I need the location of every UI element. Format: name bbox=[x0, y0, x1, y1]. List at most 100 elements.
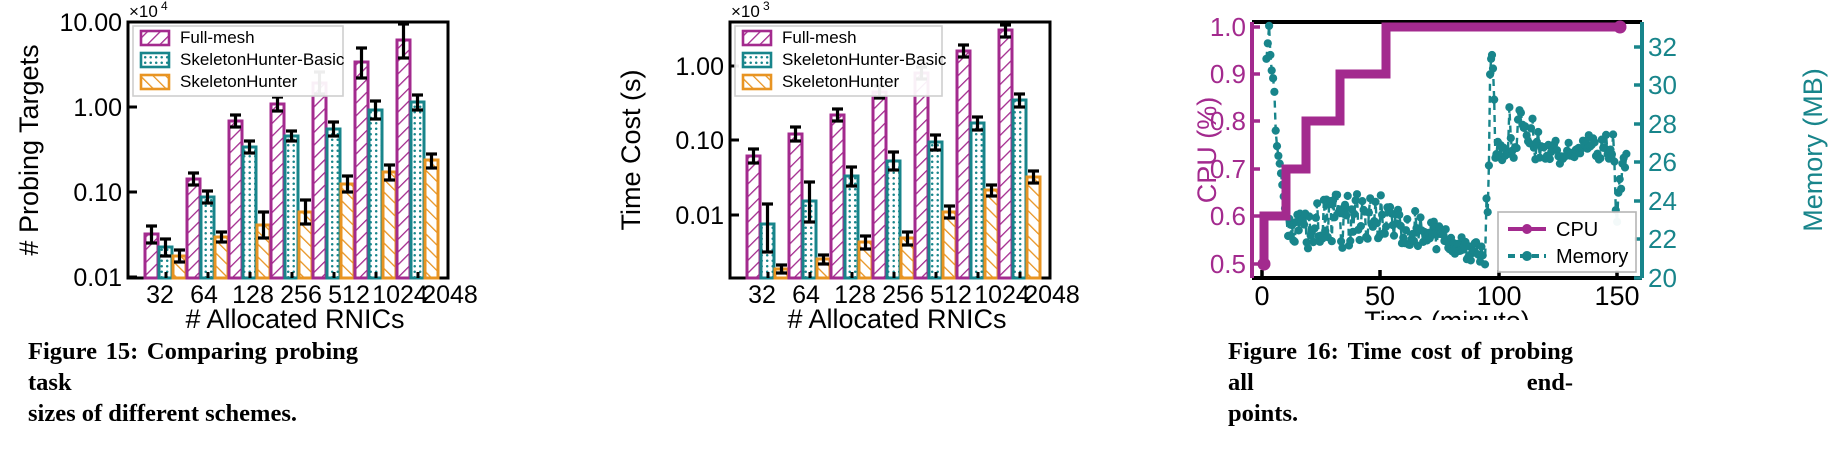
bar-full-mesh bbox=[829, 113, 846, 280]
y-tick-labels-16: 1.00 0.10 0.01 bbox=[675, 53, 724, 230]
figure-17-panel: 1.0 0.9 0.8 0.7 0.6 0.5 CPU (%) 32 30 bbox=[1190, 0, 1830, 476]
y-tick-label-left: 0.7 bbox=[1210, 154, 1246, 184]
y-tick-label-left: 0.5 bbox=[1210, 249, 1246, 279]
x-tick-label: 150 bbox=[1594, 281, 1639, 311]
legend-item-skeletonhunter[interactable]: SkeletonHunter bbox=[741, 72, 900, 91]
y-tick-label-right: 28 bbox=[1648, 109, 1677, 139]
legend-item-skeletonhunter-basic[interactable]: SkeletonHunter-Basic bbox=[139, 50, 345, 69]
bar-full-mesh bbox=[269, 102, 286, 280]
x-ticks-15 bbox=[164, 272, 420, 278]
figure-15-panel: 10.00 1.00 0.10 0.01 ×10 4 # Probing Tar… bbox=[0, 0, 600, 476]
x-tick-label: 256 bbox=[280, 281, 322, 309]
cpu-markers-17 bbox=[1257, 20, 1627, 271]
x-axis-title-17: Time (minute) bbox=[1364, 306, 1530, 320]
x-tick-label: 1024 bbox=[974, 281, 1030, 309]
bar-skeletonhunter-basic bbox=[969, 121, 986, 280]
x-tick-label: 128 bbox=[232, 281, 274, 309]
figure-16-panel: 1.00 0.10 0.01 ×10 3 Time Cost (s) bbox=[600, 0, 1573, 476]
bar-full-mesh bbox=[955, 49, 972, 280]
legend-15[interactable]: Full-mesh SkeletonHunter-Basic SkeletonH… bbox=[132, 25, 345, 97]
bar-full-mesh bbox=[227, 119, 244, 280]
legend-label: SkeletonHunter bbox=[782, 72, 900, 91]
y-tick-label: 0.10 bbox=[675, 127, 724, 155]
figure-16-caption: Figure 16: Time cost of probing all end-… bbox=[1228, 336, 1573, 429]
y-exponent-sup: 4 bbox=[161, 0, 168, 13]
bar-full-mesh bbox=[185, 177, 202, 280]
x-tick-labels-17: 0 50 100 150 bbox=[1254, 281, 1639, 311]
y-tick-label-left: 0.9 bbox=[1210, 59, 1246, 89]
error-bars-15 bbox=[146, 22, 437, 264]
figure-15-caption: Figure 15: Comparing probing task sizes … bbox=[28, 336, 358, 429]
x-tick-labels-15: 32 64 128 256 512 1024 2048 bbox=[146, 281, 478, 309]
x-axis-title-15: # Allocated RNICs bbox=[185, 304, 404, 330]
legend-item-cpu[interactable]: CPU bbox=[1508, 219, 1598, 241]
y-tick-labels-15: 10.00 1.00 0.10 0.01 bbox=[59, 9, 122, 292]
y-tick-label-right: 24 bbox=[1648, 186, 1677, 216]
y-tick-labels-left-17: 1.0 0.9 0.8 0.7 0.6 0.5 bbox=[1210, 12, 1246, 279]
y-exponent-base: ×10 bbox=[731, 2, 760, 21]
bar-skeletonhunter bbox=[381, 170, 398, 280]
x-tick-label: 256 bbox=[882, 281, 924, 309]
bar-skeletonhunter-basic bbox=[325, 127, 342, 280]
bar-skeletonhunter-basic bbox=[927, 140, 944, 280]
error-bars-16 bbox=[748, 23, 1039, 275]
figure-15-chart: 10.00 1.00 0.10 0.01 ×10 4 # Probing Tar… bbox=[14, 0, 478, 330]
y-exponent-sup: 3 bbox=[763, 0, 770, 13]
y-tick-label: 1.00 bbox=[675, 53, 724, 81]
y-tick-labels-right-17: 32 30 28 26 24 22 20 bbox=[1648, 32, 1677, 293]
y-axis-title-left-17: CPU (%) bbox=[1192, 97, 1222, 204]
bar-full-mesh bbox=[745, 154, 762, 280]
y-tick-label-right: 20 bbox=[1648, 263, 1677, 293]
y-tick-label-right: 32 bbox=[1648, 32, 1677, 62]
x-tick-label: 128 bbox=[834, 281, 876, 309]
y-ticks-15 bbox=[128, 20, 137, 279]
bar-skeletonhunter bbox=[423, 158, 440, 280]
x-tick-label: 64 bbox=[792, 281, 820, 309]
x-tick-label: 64 bbox=[190, 281, 218, 309]
y-axis-title-right-17: Memory (MB) bbox=[1798, 68, 1828, 232]
y-exponent-15: ×10 4 bbox=[129, 0, 168, 21]
legend-item-skeletonhunter-basic[interactable]: SkeletonHunter-Basic bbox=[741, 50, 947, 69]
legend-17[interactable]: CPU Memory bbox=[1497, 211, 1637, 273]
figure-17-chart: 1.0 0.9 0.8 0.7 0.6 0.5 CPU (%) 32 30 bbox=[1192, 12, 1828, 320]
legend-item-full-mesh[interactable]: Full-mesh bbox=[139, 28, 255, 47]
bar-full-mesh bbox=[353, 60, 370, 280]
y-ticks-right-17 bbox=[1634, 45, 1642, 280]
bar-skeletonhunter-basic bbox=[283, 134, 300, 280]
x-tick-label: 0 bbox=[1254, 281, 1269, 311]
legend-label: SkeletonHunter bbox=[180, 72, 298, 91]
legend-item-skeletonhunter[interactable]: SkeletonHunter bbox=[139, 72, 298, 91]
legend-label: Full-mesh bbox=[782, 28, 857, 47]
legend-16[interactable]: Full-mesh SkeletonHunter-Basic SkeletonH… bbox=[734, 25, 947, 97]
legend-label: SkeletonHunter-Basic bbox=[782, 50, 947, 69]
caption-line: Figure 16: Time cost of probing all end- bbox=[1228, 338, 1573, 396]
bar-skeletonhunter-basic bbox=[199, 195, 216, 280]
x-tick-labels-16: 32 64 128 256 512 1024 2048 bbox=[748, 281, 1080, 309]
bar-skeletonhunter-basic bbox=[1011, 98, 1028, 280]
y-tick-label-left: 0.6 bbox=[1210, 201, 1246, 231]
bar-full-mesh bbox=[787, 132, 804, 280]
bar-full-mesh bbox=[997, 28, 1014, 280]
x-tick-label: 512 bbox=[930, 281, 972, 309]
legend-label: SkeletonHunter-Basic bbox=[180, 50, 345, 69]
cpu-series-17 bbox=[1259, 22, 1620, 264]
x-tick-label: 32 bbox=[146, 281, 174, 309]
bar-skeletonhunter bbox=[339, 182, 356, 280]
y-exponent-base: ×10 bbox=[129, 2, 158, 21]
bar-full-mesh bbox=[311, 81, 328, 280]
x-tick-label: 2048 bbox=[1024, 281, 1080, 309]
x-ticks-17 bbox=[1260, 270, 1619, 278]
x-tick-label: 32 bbox=[748, 281, 776, 309]
legend-item-full-mesh[interactable]: Full-mesh bbox=[741, 28, 857, 47]
x-tick-label: 100 bbox=[1476, 281, 1521, 311]
y-axis-title-16: Time Cost (s) bbox=[616, 70, 646, 231]
y-tick-label-right: 22 bbox=[1648, 224, 1677, 254]
x-tick-label: 2048 bbox=[422, 281, 478, 309]
bar-skeletonhunter-basic bbox=[241, 145, 258, 280]
bar-skeletonhunter bbox=[941, 210, 958, 280]
legend-item-memory[interactable]: Memory bbox=[1508, 246, 1628, 268]
bar-skeletonhunter bbox=[983, 188, 1000, 280]
memory-series-17 bbox=[1262, 21, 1631, 269]
bar-full-mesh bbox=[395, 38, 412, 280]
